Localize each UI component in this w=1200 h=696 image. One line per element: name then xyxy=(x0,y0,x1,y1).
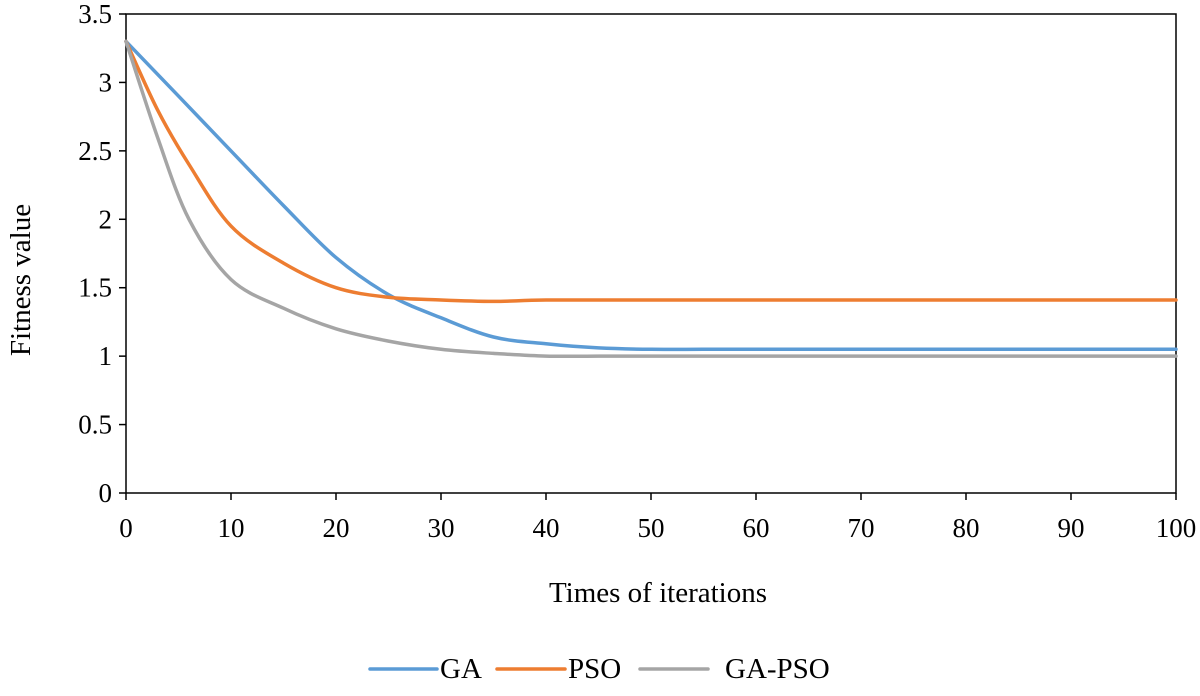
y-tick-label: 2.5 xyxy=(78,136,112,166)
y-tick-label: 0 xyxy=(99,478,113,508)
x-tick-label: 0 xyxy=(119,513,133,543)
x-tick-label: 10 xyxy=(218,513,245,543)
y-tick-label: 1 xyxy=(99,341,113,371)
x-axis-title: Times of iterations xyxy=(549,577,767,609)
legend-label-ga: GA xyxy=(440,653,482,685)
y-tick-label: 3.5 xyxy=(78,0,112,29)
legend: GA PSO GA-PSO xyxy=(368,653,830,685)
series-line-pso xyxy=(124,39,1178,304)
y-tick-label: 2 xyxy=(99,204,113,234)
x-tick-label: 100 xyxy=(1156,513,1197,543)
x-tick-label: 30 xyxy=(428,513,455,543)
series-line-ga xyxy=(124,39,1178,352)
y-axis-title: Fitness value xyxy=(5,204,37,356)
y-tick-label: 1.5 xyxy=(78,273,112,303)
y-axis-ticks: 0 0.5 1 1.5 2 2.5 3 3.5 xyxy=(78,0,126,508)
x-tick-label: 90 xyxy=(1058,513,1085,543)
x-tick-label: 60 xyxy=(743,513,770,543)
x-tick-label: 40 xyxy=(533,513,560,543)
x-tick-label: 80 xyxy=(953,513,980,543)
legend-label-ga-pso: GA-PSO xyxy=(725,653,830,685)
x-tick-label: 70 xyxy=(848,513,875,543)
x-tick-label: 50 xyxy=(638,513,665,543)
x-axis-ticks: 0 10 20 30 40 50 60 70 80 90 100 xyxy=(119,493,1196,543)
series-line-ga-pso xyxy=(124,39,1178,359)
y-tick-label: 0.5 xyxy=(78,410,112,440)
plot-area xyxy=(125,13,1177,494)
x-tick-label: 20 xyxy=(323,513,350,543)
y-tick-label: 3 xyxy=(99,67,113,97)
legend-label-pso: PSO xyxy=(568,653,621,685)
series-layer xyxy=(124,39,1178,359)
